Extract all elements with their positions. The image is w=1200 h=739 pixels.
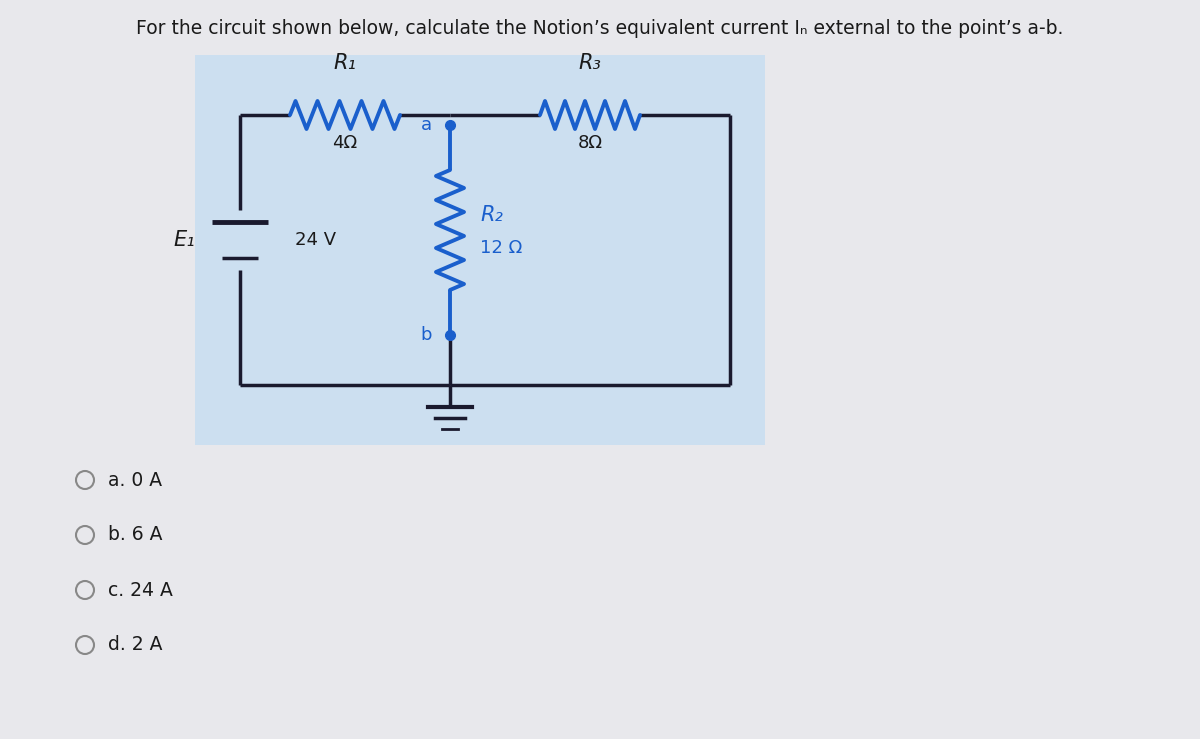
Text: 8Ω: 8Ω (577, 134, 602, 152)
Text: a. 0 A: a. 0 A (108, 471, 162, 489)
Text: 24 V: 24 V (295, 231, 336, 249)
Text: R₂: R₂ (480, 205, 503, 225)
FancyBboxPatch shape (194, 55, 766, 445)
Text: c. 24 A: c. 24 A (108, 581, 173, 599)
Text: d. 2 A: d. 2 A (108, 636, 162, 655)
Text: a: a (421, 116, 432, 134)
Text: R₃: R₃ (578, 53, 601, 73)
Text: 12 Ω: 12 Ω (480, 239, 522, 257)
Text: E₁: E₁ (173, 230, 194, 250)
Text: 4Ω: 4Ω (332, 134, 358, 152)
Text: b: b (420, 326, 432, 344)
Text: R₁: R₁ (334, 53, 356, 73)
Text: For the circuit shown below, calculate the Notion’s equivalent current Iₙ extern: For the circuit shown below, calculate t… (137, 18, 1063, 38)
Text: b. 6 A: b. 6 A (108, 525, 162, 545)
